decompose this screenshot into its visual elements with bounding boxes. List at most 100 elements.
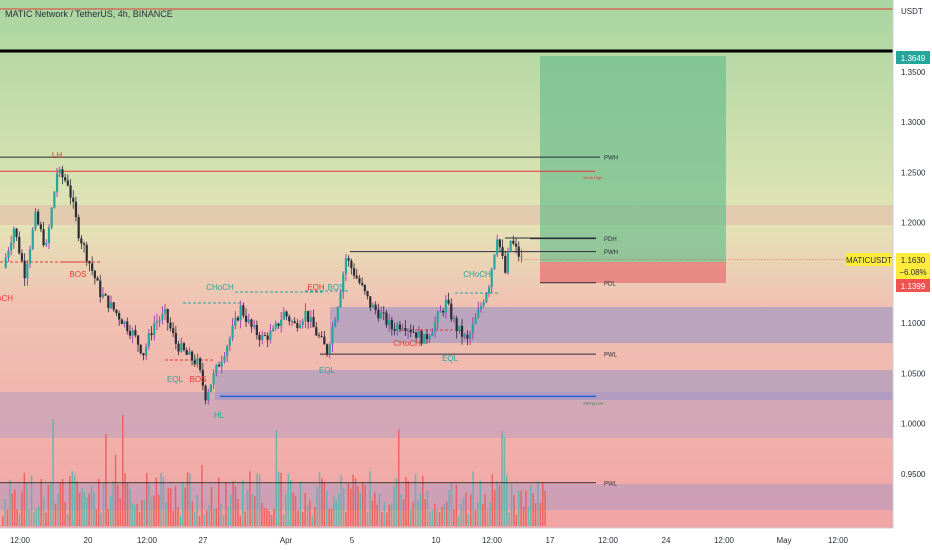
level-label: PWL bbox=[604, 353, 618, 359]
candle-body bbox=[469, 333, 472, 339]
volume-bar bbox=[194, 511, 196, 526]
candle-body bbox=[420, 331, 423, 344]
structure-label: EQH bbox=[307, 283, 325, 292]
volume-bar bbox=[465, 492, 467, 526]
candle-body bbox=[501, 247, 504, 256]
price-tick-label: 0.9500 bbox=[901, 470, 926, 479]
candle-body bbox=[358, 278, 361, 283]
candle-body bbox=[328, 344, 331, 355]
candle-body bbox=[231, 325, 234, 339]
volume-bar bbox=[9, 479, 11, 526]
candle-body bbox=[163, 309, 167, 314]
volume-bar bbox=[134, 505, 136, 526]
volume-bar bbox=[86, 497, 88, 526]
volume-bar bbox=[371, 500, 374, 526]
candle-body bbox=[450, 303, 453, 320]
volume-bar bbox=[393, 486, 395, 526]
volume-bar bbox=[242, 480, 244, 526]
candle-body bbox=[7, 250, 10, 258]
level-label: PWH bbox=[604, 156, 618, 162]
candle-body bbox=[123, 321, 126, 325]
time-tick-label: 17 bbox=[546, 536, 555, 545]
candle-body bbox=[107, 295, 110, 308]
candle-body bbox=[134, 330, 137, 336]
volume-bar bbox=[441, 506, 443, 526]
candle-body bbox=[20, 253, 24, 261]
candle-body bbox=[253, 324, 256, 327]
candle-body bbox=[261, 335, 264, 341]
volume-bar bbox=[47, 484, 50, 526]
price-change-label: −6.08% bbox=[899, 268, 926, 277]
volume-bar bbox=[210, 487, 213, 526]
candle-body bbox=[112, 302, 115, 310]
volume-bar bbox=[386, 512, 388, 526]
volume-bar bbox=[448, 489, 450, 526]
volume-bar bbox=[167, 487, 170, 526]
volume-bar bbox=[263, 507, 266, 526]
candle-body bbox=[347, 258, 350, 261]
volume-bar bbox=[479, 480, 482, 526]
volume-bar bbox=[333, 496, 335, 526]
volume-bar bbox=[414, 474, 417, 526]
candle-body bbox=[361, 282, 364, 285]
volume-bar bbox=[138, 511, 141, 526]
candle-body bbox=[471, 324, 474, 334]
candle-body bbox=[479, 305, 483, 310]
volume-bar bbox=[412, 501, 414, 526]
volume-bar bbox=[237, 498, 239, 526]
volume-bar bbox=[321, 478, 323, 526]
volume-bar bbox=[510, 483, 513, 526]
candle-body bbox=[174, 333, 177, 344]
candle-body bbox=[274, 323, 277, 329]
volume-bar bbox=[314, 506, 316, 526]
time-tick-label: 12:00 bbox=[10, 536, 31, 545]
volume-bar bbox=[107, 508, 110, 526]
candle-body bbox=[374, 304, 377, 310]
volume-bar bbox=[482, 503, 484, 526]
volume-bar bbox=[484, 494, 486, 526]
candle-body bbox=[226, 346, 229, 357]
volume-bar bbox=[309, 500, 311, 526]
volume-bar bbox=[172, 510, 174, 526]
candle-body bbox=[239, 305, 242, 321]
time-tick-label: Apr bbox=[280, 536, 293, 545]
candle-body bbox=[126, 321, 129, 332]
volume-bar bbox=[494, 490, 496, 526]
volume-bar bbox=[508, 512, 510, 526]
candle-body bbox=[317, 335, 321, 337]
candle-body bbox=[77, 217, 80, 239]
time-tick-label: 5 bbox=[350, 536, 355, 545]
candle-body bbox=[444, 299, 447, 313]
structure-label: HL bbox=[214, 411, 225, 420]
candle-body bbox=[28, 248, 32, 264]
candle-body bbox=[161, 313, 164, 320]
stop-box bbox=[540, 262, 726, 283]
candle-body bbox=[158, 319, 161, 322]
candle-body bbox=[344, 258, 348, 274]
level-lines: PWH Weak High PDH PWH PDL PWL Strong Low PWL bbox=[0, 156, 618, 487]
candle-body bbox=[72, 197, 75, 202]
time-axis[interactable] bbox=[0, 528, 932, 550]
chart-title: MATIC Network / TetherUS, 4h, BINANCE bbox=[5, 9, 173, 19]
volume-bar bbox=[467, 514, 470, 526]
candle-body bbox=[382, 312, 385, 314]
candle-body bbox=[172, 328, 175, 334]
volume-bar bbox=[213, 508, 215, 526]
candle-body bbox=[309, 317, 312, 322]
candle-body bbox=[212, 373, 215, 385]
volume-bar bbox=[21, 491, 23, 526]
candle-body bbox=[385, 312, 388, 325]
volume-bar bbox=[244, 511, 246, 526]
candle-body bbox=[39, 224, 42, 230]
volume-bar bbox=[275, 430, 278, 526]
volume-bar bbox=[225, 483, 227, 526]
volume-bar bbox=[162, 476, 165, 526]
volume-bar bbox=[196, 495, 198, 526]
candle-body bbox=[463, 334, 466, 337]
candle-body bbox=[166, 309, 169, 323]
volume-bars bbox=[2, 414, 546, 526]
volume-bar bbox=[326, 490, 328, 526]
volume-bar bbox=[52, 418, 54, 526]
candle-body bbox=[517, 246, 520, 257]
